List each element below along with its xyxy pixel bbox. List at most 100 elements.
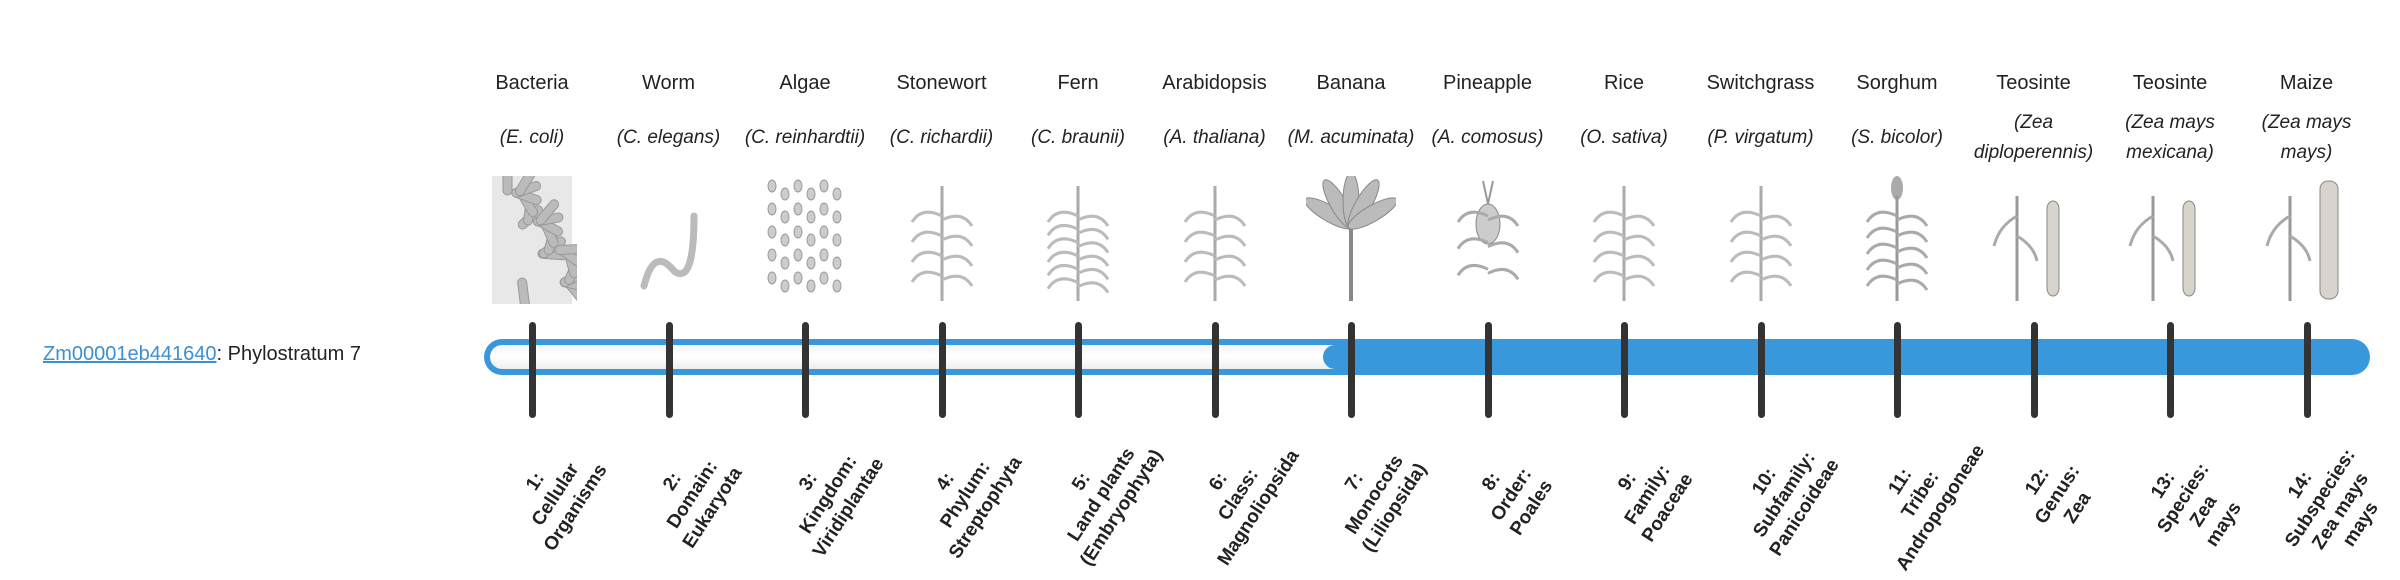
stratum-tick xyxy=(1075,322,1082,418)
stratum-tick xyxy=(1621,322,1628,418)
scientific-name-text: (C. elegans) xyxy=(616,127,721,148)
scientific-name-text: (E. coli) xyxy=(499,127,565,148)
scientific-name-text: (C. reinhardtii) xyxy=(744,127,866,148)
stratum-tick xyxy=(1348,322,1355,418)
scientific-name-text: (Zea mays mexicana) xyxy=(2125,112,2215,163)
stratum-tick xyxy=(2167,322,2174,418)
organism-column: Switchgrass (P. virgatum) xyxy=(1693,66,1829,304)
teosinte-icon xyxy=(1966,176,2102,304)
bar-unfilled-section xyxy=(490,345,1335,369)
stratum-label: 2: Domain: Eukaryota xyxy=(637,437,747,553)
stratum-label: 7: Monocots (Liliopsida) xyxy=(1317,433,1433,557)
organism-common-name: Rice xyxy=(1603,72,1644,94)
phylostratum-label: Phylostratum 7 xyxy=(227,343,361,365)
organism-column: Sorghum (S. bicolor) xyxy=(1829,66,1965,304)
stratum-tick xyxy=(2030,322,2038,418)
gene-separator: : xyxy=(216,343,223,365)
scientific-name-text: (C. braunii) xyxy=(1031,127,1125,148)
pineapple-icon xyxy=(1420,176,1556,304)
organism-scientific-name: (M. acuminata) xyxy=(1283,106,1419,170)
organism-column: Banana (M. acuminata) xyxy=(1283,66,1419,304)
organism-scientific-name: (P. virgatum) xyxy=(1693,106,1829,170)
maize-icon xyxy=(2239,176,2375,304)
stratum-label: 13: Species: Zea mays xyxy=(2132,446,2255,564)
organism-common-name: Fern xyxy=(1057,72,1099,94)
organism-scientific-name: (E. coli) xyxy=(464,106,600,170)
scientific-name-text: (M. acuminata) xyxy=(1287,127,1415,148)
organism-common-name: Teosinte xyxy=(1996,72,2071,94)
organism-column: Pineapple (A. comosus) xyxy=(1420,66,1556,304)
scientific-name-text: (A. thaliana) xyxy=(1163,127,1266,148)
scientific-name-text: (P. virgatum) xyxy=(1707,127,1814,148)
algae-icon xyxy=(737,176,873,304)
organism-column: Algae (C. reinhardtii) xyxy=(737,66,873,304)
organism-column: Maize (Zea mays mays) xyxy=(2239,66,2375,304)
fern-icon xyxy=(1010,176,1146,304)
stratum-label: 4: Phylum: Streptophyta xyxy=(903,426,1027,563)
organism-common-name: Arabidopsis xyxy=(1162,72,1267,94)
stratum-label: 10: Subfamily: Panicoideae xyxy=(1724,429,1845,561)
organism-scientific-name: (S. bicolor) xyxy=(1829,106,1965,170)
organism-scientific-name: (C. reinhardtii) xyxy=(737,106,873,170)
organism-scientific-name: (Zea diploperennis) xyxy=(1966,106,2102,170)
stratum-tick xyxy=(2303,322,2311,418)
organism-scientific-name: (Zea mays mays) xyxy=(2239,106,2375,170)
organism-common-name: Stonewort xyxy=(896,72,987,94)
organism-column: Teosinte (Zea mays mexicana) xyxy=(2102,66,2238,304)
teosinte-icon xyxy=(2102,176,2238,304)
stratum-label: 9: Family: Poaceae xyxy=(1597,443,1699,547)
organism-scientific-name: (C. richardii) xyxy=(874,106,1010,170)
organism-common-name: Worm xyxy=(642,72,695,94)
sorghum-icon xyxy=(1829,176,1965,304)
bar-fill-start xyxy=(1323,345,1347,369)
organism-column: Bacteria (E. coli) xyxy=(464,66,600,304)
organism-common-name: Teosinte xyxy=(2132,72,2208,94)
organism-column: Rice (O. sativa) xyxy=(1556,66,1692,304)
stratum-label: 8: Order: Poales xyxy=(1465,450,1559,541)
worm-icon xyxy=(601,176,737,304)
arabidopsis-icon xyxy=(1147,176,1283,304)
stratum-label: 14: Subspecies: Zea mays mays xyxy=(2260,432,2400,578)
stratum-label: 5: Land plants (Embryophyta) xyxy=(1035,419,1168,571)
stratum-tick xyxy=(938,322,946,418)
scientific-name-text: (A. comosus) xyxy=(1431,127,1544,148)
organism-scientific-name: (Zea mays mexicana) xyxy=(2102,106,2238,170)
scientific-name-text: (Zea mays mays) xyxy=(2261,112,2352,163)
organism-scientific-name: (C. elegans) xyxy=(601,106,737,170)
stratum-tick xyxy=(1894,322,1901,418)
stratum-label: 11: Tribe: Andropogoneae xyxy=(1851,414,1991,575)
organism-common-name: Switchgrass xyxy=(1706,72,1815,94)
scientific-name-text: (Zea diploperennis) xyxy=(1973,112,2094,163)
organism-column: Stonewort (C. richardii) xyxy=(874,66,1010,304)
organism-common-name: Algae xyxy=(779,72,831,94)
organism-scientific-name: (C. braunii) xyxy=(1010,106,1146,170)
stratum-label: 12: Genus: Zea xyxy=(2009,448,2105,542)
organism-common-name: Banana xyxy=(1316,72,1386,94)
switchgrass-icon xyxy=(1693,176,1829,304)
organism-common-name: Maize xyxy=(2279,72,2334,94)
gene-id-link[interactable]: Zm00001eb441640 xyxy=(43,343,217,365)
gene-label: Zm00001eb441640: Phylostratum 7 xyxy=(43,343,361,366)
stratum-tick xyxy=(665,322,673,418)
stratum-tick xyxy=(802,322,809,418)
stratum-tick xyxy=(1757,322,1765,418)
stratum-label: 1: Cellular Organisms xyxy=(499,434,613,556)
stratum-tick xyxy=(529,322,536,418)
organism-scientific-name: (O. sativa) xyxy=(1556,106,1692,170)
scientific-name-text: (O. sativa) xyxy=(1580,127,1668,148)
banana-icon xyxy=(1283,176,1419,304)
stratum-label: 3: Kingdom: Viridiplantae xyxy=(768,428,890,563)
organism-scientific-name: (A. thaliana) xyxy=(1147,106,1283,170)
stonewort-icon xyxy=(874,176,1010,304)
organism-common-name: Pineapple xyxy=(1443,72,1532,94)
stratum-label: 6: Class: Magnoliopsida xyxy=(1172,420,1305,571)
organism-column: Teosinte (Zea diploperennis) xyxy=(1966,66,2102,304)
stratum-tick xyxy=(1484,322,1492,418)
scientific-name-text: (S. bicolor) xyxy=(1851,127,1943,148)
organism-scientific-name: (A. comosus) xyxy=(1420,106,1556,170)
bacteria-icon xyxy=(464,176,600,304)
organism-common-name: Bacteria xyxy=(495,72,569,94)
stratum-tick xyxy=(1211,322,1219,418)
organism-common-name: Sorghum xyxy=(1856,72,1938,94)
organism-column: Worm (C. elegans) xyxy=(601,66,737,304)
